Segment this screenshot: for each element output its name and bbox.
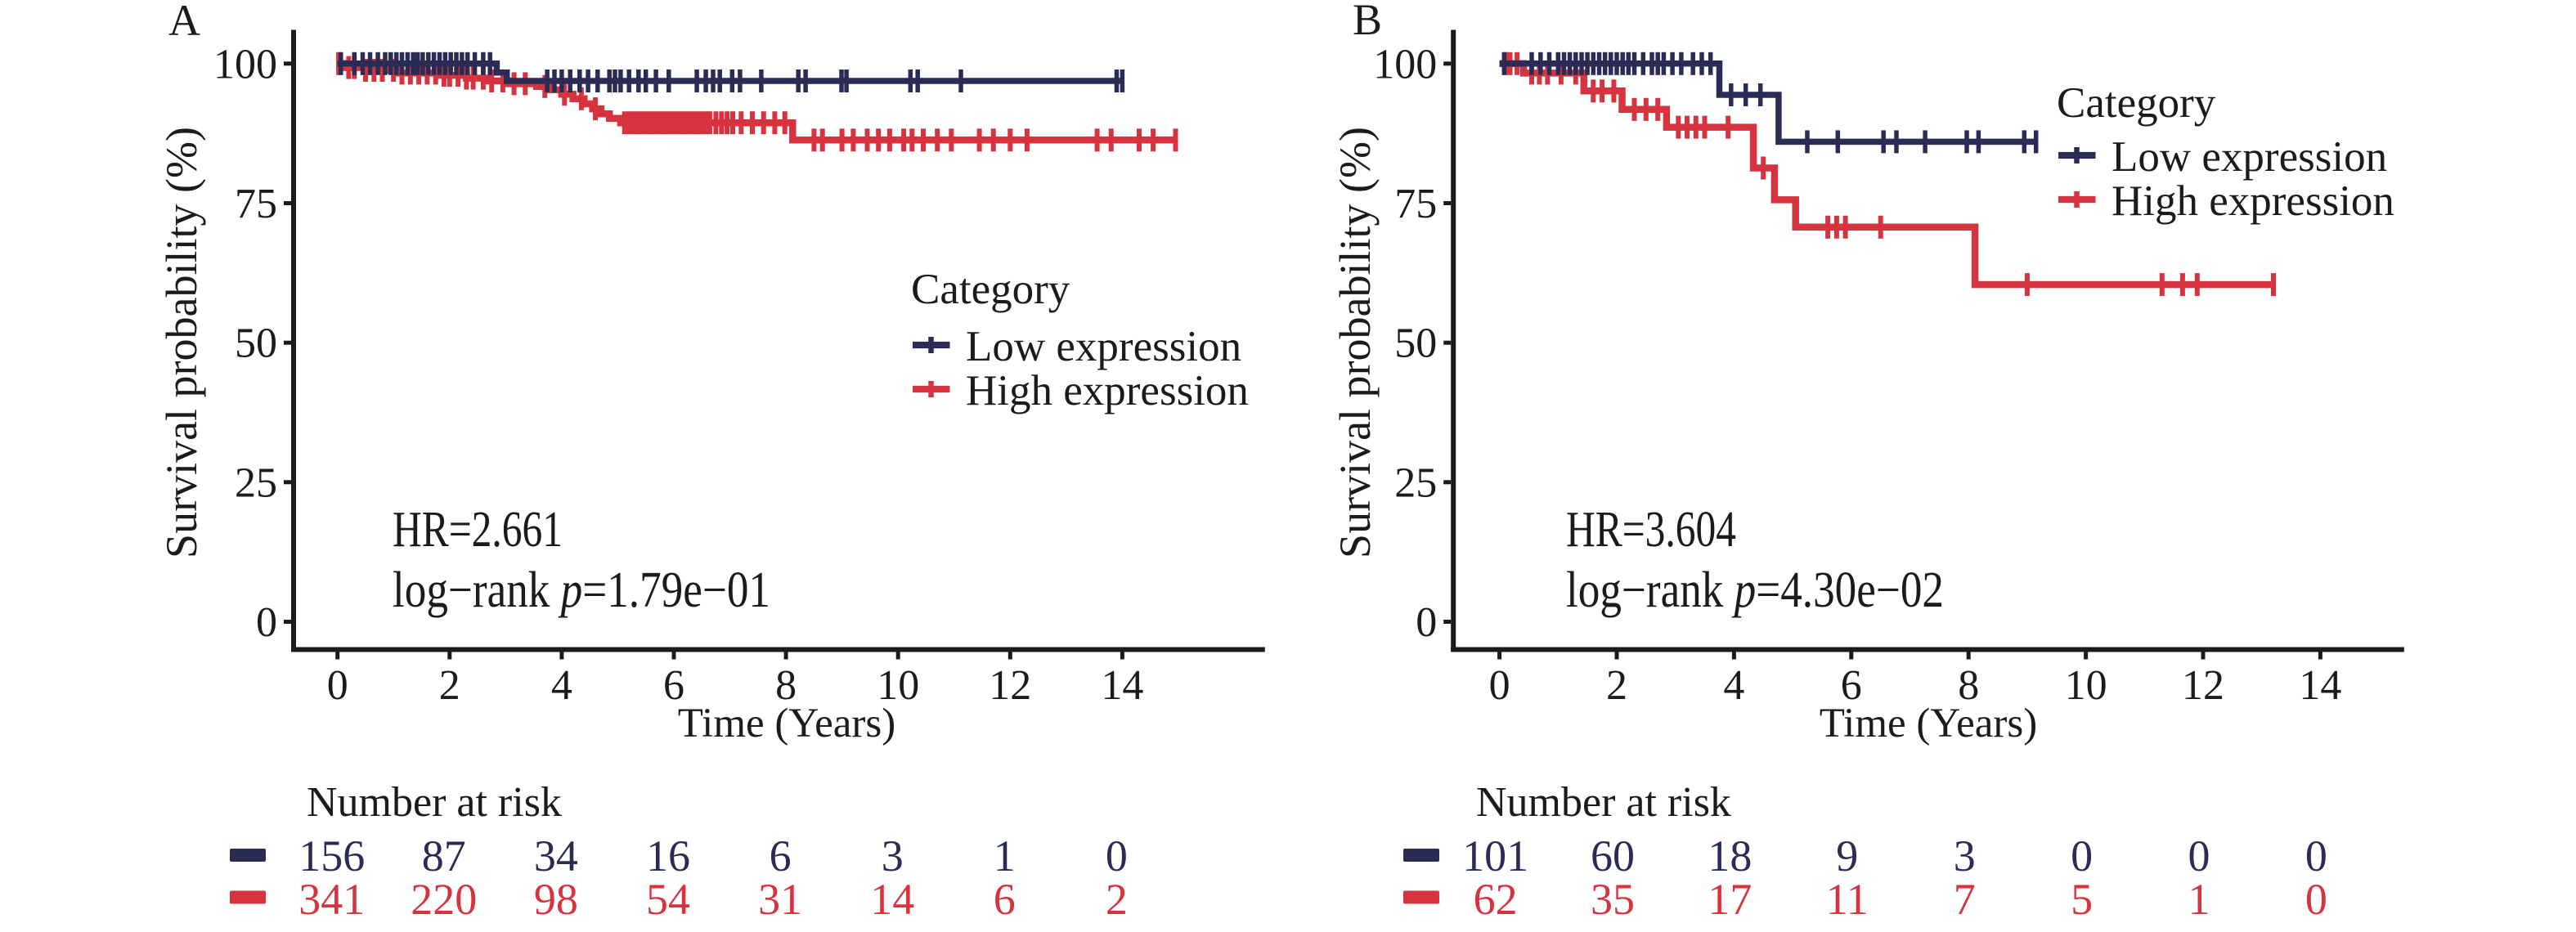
svg-text:0: 0 [2071, 831, 2093, 880]
svg-text:100: 100 [1373, 41, 1437, 87]
svg-text:High expression: High expression [2112, 177, 2394, 225]
svg-text:6: 6 [770, 831, 792, 880]
svg-text:10: 10 [877, 662, 919, 709]
svg-text:25: 25 [1394, 459, 1437, 506]
svg-text:14: 14 [1101, 662, 1143, 709]
svg-text:Low expression: Low expression [2112, 133, 2387, 181]
svg-text:Time (Years): Time (Years) [1820, 701, 2037, 746]
svg-text:0: 0 [2305, 875, 2327, 924]
svg-text:1: 1 [2188, 875, 2210, 924]
svg-text:75: 75 [235, 181, 277, 227]
svg-text:2: 2 [1606, 662, 1627, 709]
svg-text:14: 14 [870, 875, 914, 924]
svg-text:25: 25 [235, 459, 277, 506]
svg-text:156: 156 [298, 831, 365, 880]
svg-text:17: 17 [1708, 875, 1752, 924]
svg-text:7: 7 [1954, 875, 1976, 924]
svg-text:2: 2 [1106, 875, 1128, 924]
svg-text:6: 6 [1841, 662, 1862, 709]
svg-text:98: 98 [534, 875, 578, 924]
svg-text:50: 50 [235, 320, 277, 367]
svg-text:Time (Years): Time (Years) [678, 701, 895, 746]
svg-text:Survival probability (%): Survival probability (%) [1331, 127, 1380, 558]
svg-text:6: 6 [663, 662, 684, 709]
svg-text:8: 8 [1958, 662, 1979, 709]
svg-text:Low expression: Low expression [966, 323, 1241, 370]
svg-text:0: 0 [2188, 831, 2210, 880]
svg-text:4: 4 [551, 662, 572, 709]
svg-text:0: 0 [1489, 662, 1510, 709]
svg-text:62: 62 [1474, 875, 1518, 924]
svg-text:1: 1 [994, 831, 1016, 880]
svg-text:75: 75 [1394, 181, 1437, 227]
svg-text:HR=2.661: HR=2.661 [393, 502, 563, 558]
svg-text:12: 12 [2182, 662, 2224, 709]
svg-text:log−rank p=1.79e−01: log−rank p=1.79e−01 [393, 562, 770, 618]
svg-text:54: 54 [646, 875, 690, 924]
svg-text:2: 2 [439, 662, 460, 709]
svg-text:5: 5 [2071, 875, 2093, 924]
svg-text:12: 12 [989, 662, 1031, 709]
svg-text:11: 11 [1826, 875, 1869, 924]
svg-text:31: 31 [758, 875, 802, 924]
svg-text:34: 34 [534, 831, 578, 880]
svg-text:14: 14 [2299, 662, 2341, 709]
svg-text:B: B [1353, 0, 1382, 44]
svg-text:16: 16 [646, 831, 690, 880]
svg-text:60: 60 [1591, 831, 1635, 880]
svg-text:9: 9 [1836, 831, 1858, 880]
svg-text:18: 18 [1708, 831, 1752, 880]
svg-text:A: A [168, 0, 200, 45]
svg-text:HR=3.604: HR=3.604 [1566, 502, 1736, 558]
svg-text:log−rank p=4.30e−02: log−rank p=4.30e−02 [1566, 562, 1944, 618]
svg-text:Number at risk: Number at risk [1476, 779, 1731, 826]
svg-text:4: 4 [1723, 662, 1744, 709]
svg-text:6: 6 [994, 875, 1016, 924]
svg-text:0: 0 [2305, 831, 2327, 880]
svg-text:Survival probability (%): Survival probability (%) [157, 127, 206, 558]
svg-text:87: 87 [422, 831, 466, 880]
svg-text:3: 3 [1954, 831, 1976, 880]
svg-text:High expression: High expression [966, 367, 1249, 414]
svg-text:Category: Category [2057, 79, 2216, 127]
svg-text:35: 35 [1591, 875, 1635, 924]
svg-text:0: 0 [1416, 599, 1437, 646]
svg-text:0: 0 [327, 662, 348, 709]
svg-text:0: 0 [1106, 831, 1128, 880]
svg-text:100: 100 [213, 41, 277, 87]
svg-text:10: 10 [2065, 662, 2107, 709]
svg-text:Category: Category [911, 266, 1070, 313]
svg-text:0: 0 [256, 599, 277, 646]
svg-text:50: 50 [1394, 320, 1437, 367]
svg-text:3: 3 [882, 831, 904, 880]
svg-text:8: 8 [775, 662, 797, 709]
svg-text:101: 101 [1462, 831, 1528, 880]
svg-text:Number at risk: Number at risk [307, 779, 562, 826]
svg-text:341: 341 [298, 875, 365, 924]
svg-text:220: 220 [411, 875, 477, 924]
